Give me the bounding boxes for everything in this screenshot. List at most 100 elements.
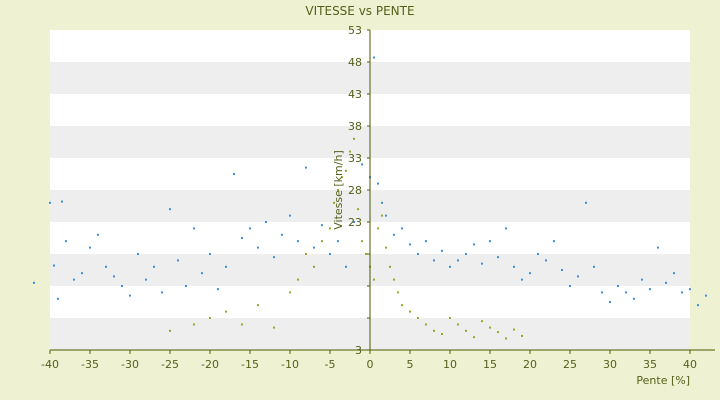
y-axis-label: Vitesse [km/h] xyxy=(332,150,345,230)
data-point xyxy=(385,246,387,249)
x-tick-label: 25 xyxy=(563,358,577,371)
data-point xyxy=(273,326,275,329)
data-point xyxy=(73,278,75,281)
data-point xyxy=(449,265,451,268)
data-point xyxy=(341,176,343,179)
data-point xyxy=(537,253,539,255)
data-point xyxy=(57,297,59,300)
data-point xyxy=(409,310,411,313)
data-point xyxy=(401,304,403,307)
data-point xyxy=(489,240,491,243)
data-point xyxy=(345,265,347,268)
data-point xyxy=(321,240,323,243)
data-point xyxy=(225,310,227,313)
data-point xyxy=(689,288,691,291)
data-point xyxy=(673,272,675,275)
y-tick-label: 23 xyxy=(348,216,362,229)
x-tick-label: 5 xyxy=(407,358,414,371)
data-point xyxy=(161,291,163,294)
data-point xyxy=(425,323,427,326)
data-point xyxy=(513,328,515,331)
data-point xyxy=(465,253,467,255)
data-point xyxy=(649,288,651,291)
x-tick-label: 0 xyxy=(367,358,374,371)
data-point xyxy=(593,265,595,268)
data-point xyxy=(425,240,427,243)
data-point xyxy=(209,317,211,319)
y-tick-label: 3 xyxy=(355,344,362,357)
data-point xyxy=(657,246,659,249)
data-point xyxy=(497,256,499,259)
data-point xyxy=(545,259,547,262)
data-point xyxy=(617,285,619,287)
data-point xyxy=(241,237,243,239)
data-point xyxy=(33,281,35,284)
data-point xyxy=(393,278,395,281)
data-point xyxy=(217,288,219,291)
data-point xyxy=(329,253,331,255)
data-point xyxy=(169,329,171,332)
data-point xyxy=(313,265,315,268)
data-point xyxy=(353,137,355,140)
data-point xyxy=(305,253,307,255)
data-point xyxy=(641,278,643,281)
data-point xyxy=(121,285,123,287)
data-point xyxy=(113,275,115,278)
data-point xyxy=(681,291,683,294)
data-point xyxy=(281,233,283,236)
data-point xyxy=(225,265,227,268)
data-point xyxy=(449,317,451,319)
data-point xyxy=(241,323,243,326)
data-point xyxy=(89,246,91,249)
data-point xyxy=(481,262,483,265)
x-tick-label: 40 xyxy=(683,358,697,371)
x-tick-label: -20 xyxy=(201,358,219,371)
data-point xyxy=(409,243,411,246)
data-point xyxy=(489,326,491,329)
data-point xyxy=(193,323,195,326)
data-point xyxy=(349,150,351,153)
data-point xyxy=(521,334,523,337)
data-point xyxy=(145,278,147,281)
tick-labels: 3 23 28 33 38 43 48 53 -40 -35 -30 -25 -20 -15 -10 -5 0 5… xyxy=(41,24,697,371)
data-point xyxy=(473,336,475,339)
data-point xyxy=(441,249,443,252)
data-point xyxy=(297,278,299,281)
data-point xyxy=(521,278,523,281)
x-tick-label: -30 xyxy=(121,358,139,371)
data-point xyxy=(265,221,267,223)
data-point xyxy=(393,233,395,236)
x-tick-label: -5 xyxy=(325,358,336,371)
data-point xyxy=(585,201,587,204)
data-point xyxy=(561,269,563,271)
data-point xyxy=(417,253,419,255)
x-tick-label: 30 xyxy=(603,358,617,371)
data-point xyxy=(321,224,323,227)
data-point xyxy=(81,272,83,275)
data-point xyxy=(361,240,363,243)
data-point xyxy=(433,259,435,262)
data-point xyxy=(513,265,515,268)
data-point xyxy=(337,240,339,243)
data-point xyxy=(337,189,339,191)
data-point xyxy=(357,208,359,211)
data-point xyxy=(289,291,291,294)
data-point xyxy=(297,240,299,243)
data-point xyxy=(169,208,171,211)
data-point xyxy=(389,265,391,268)
data-point xyxy=(609,301,611,303)
data-point xyxy=(97,233,99,236)
data-point xyxy=(441,333,443,335)
data-point xyxy=(529,272,531,275)
data-point xyxy=(381,201,383,204)
data-point xyxy=(401,227,403,230)
data-point xyxy=(625,291,627,294)
y-tick-label: 28 xyxy=(348,184,362,197)
data-point xyxy=(153,265,155,268)
data-point xyxy=(185,285,187,287)
data-point xyxy=(329,227,331,230)
data-point xyxy=(257,246,259,249)
data-point xyxy=(61,200,63,203)
